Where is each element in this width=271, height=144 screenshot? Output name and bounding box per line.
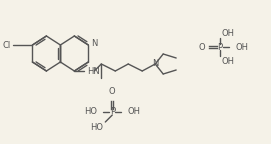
Text: OH: OH (221, 29, 234, 37)
Text: HO: HO (90, 123, 103, 131)
Text: P: P (218, 42, 223, 52)
Text: OH: OH (235, 42, 248, 52)
Text: HO: HO (84, 108, 97, 116)
Text: OH: OH (221, 56, 234, 66)
Text: N: N (152, 59, 159, 69)
Text: O: O (109, 87, 116, 96)
Text: N: N (91, 39, 98, 49)
Text: P: P (110, 108, 115, 116)
Text: HN: HN (87, 67, 100, 75)
Text: Cl: Cl (2, 40, 11, 50)
Text: OH: OH (127, 108, 140, 116)
Text: O: O (198, 42, 205, 52)
